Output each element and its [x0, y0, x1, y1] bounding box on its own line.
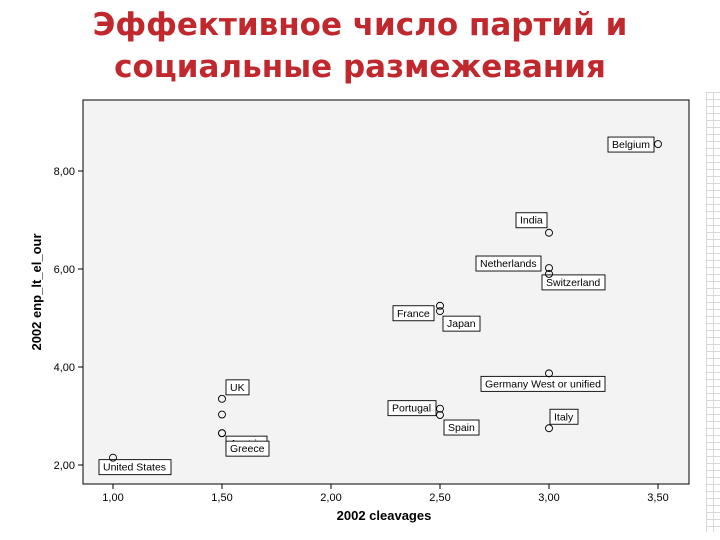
point-label: Germany West or unified	[485, 378, 601, 390]
y-tick-label: 6,00	[54, 264, 75, 276]
point-label: Portugal	[392, 403, 431, 415]
point-label: Netherlands	[480, 258, 537, 270]
point-label-box	[549, 408, 579, 425]
data-point	[436, 404, 444, 413]
x-tick-label: 1,50	[211, 492, 232, 504]
point-label-box	[607, 136, 655, 153]
x-tick-label: 3,00	[538, 492, 559, 504]
point-label-box	[225, 440, 270, 457]
point-label-box	[480, 375, 606, 392]
data-point	[218, 429, 226, 438]
point-label-box	[515, 212, 548, 229]
data-point	[218, 394, 226, 403]
point-label-box	[541, 274, 606, 291]
data-point	[545, 269, 553, 278]
x-tick-label: 2,00	[320, 492, 341, 504]
data-point	[436, 307, 444, 316]
point-label: India	[520, 215, 543, 227]
point-label: Greece	[230, 443, 265, 455]
data-point	[545, 424, 553, 433]
x-tick-label: 2,50	[429, 492, 450, 504]
data-point	[109, 453, 117, 462]
plot-area	[82, 99, 690, 485]
point-label-box	[443, 419, 480, 436]
point-label: Italy	[554, 411, 574, 423]
data-point	[545, 228, 553, 237]
data-point	[545, 369, 553, 378]
point-label-box	[475, 255, 542, 272]
y-axis-title: 2002 enp_lt_el_our	[29, 233, 44, 350]
slide-title-line-1: Эффективное число партий и	[92, 7, 628, 43]
y-tick-label: 4,00	[54, 362, 75, 374]
point-label-box	[392, 305, 435, 322]
data-point	[436, 301, 444, 310]
decorative-side-grid	[706, 92, 720, 532]
point-label-box	[98, 459, 172, 476]
data-point	[436, 411, 444, 419]
x-tick-label: 3,50	[647, 492, 668, 504]
y-tick-label: 8,00	[54, 166, 75, 178]
point-label: United States	[103, 462, 166, 474]
point-label-box	[225, 379, 250, 396]
point-label: UK	[230, 382, 245, 394]
data-point	[654, 140, 662, 149]
y-tick-label: 2,00	[54, 460, 75, 472]
point-label-box	[442, 315, 481, 332]
point-label-box	[387, 400, 437, 417]
data-point	[218, 410, 226, 419]
x-axis-title: 2002 cleavages	[337, 508, 432, 523]
point-label: Belgium	[612, 139, 650, 151]
slide-title-line-2: социальные размежевания	[114, 49, 606, 85]
point-label: Switzerland	[546, 277, 600, 289]
data-point	[545, 264, 553, 272]
point-label: Japan	[447, 318, 476, 330]
point-label: Spain	[448, 422, 475, 434]
x-tick-label: 1,00	[102, 492, 123, 504]
point-label: France	[397, 308, 430, 320]
